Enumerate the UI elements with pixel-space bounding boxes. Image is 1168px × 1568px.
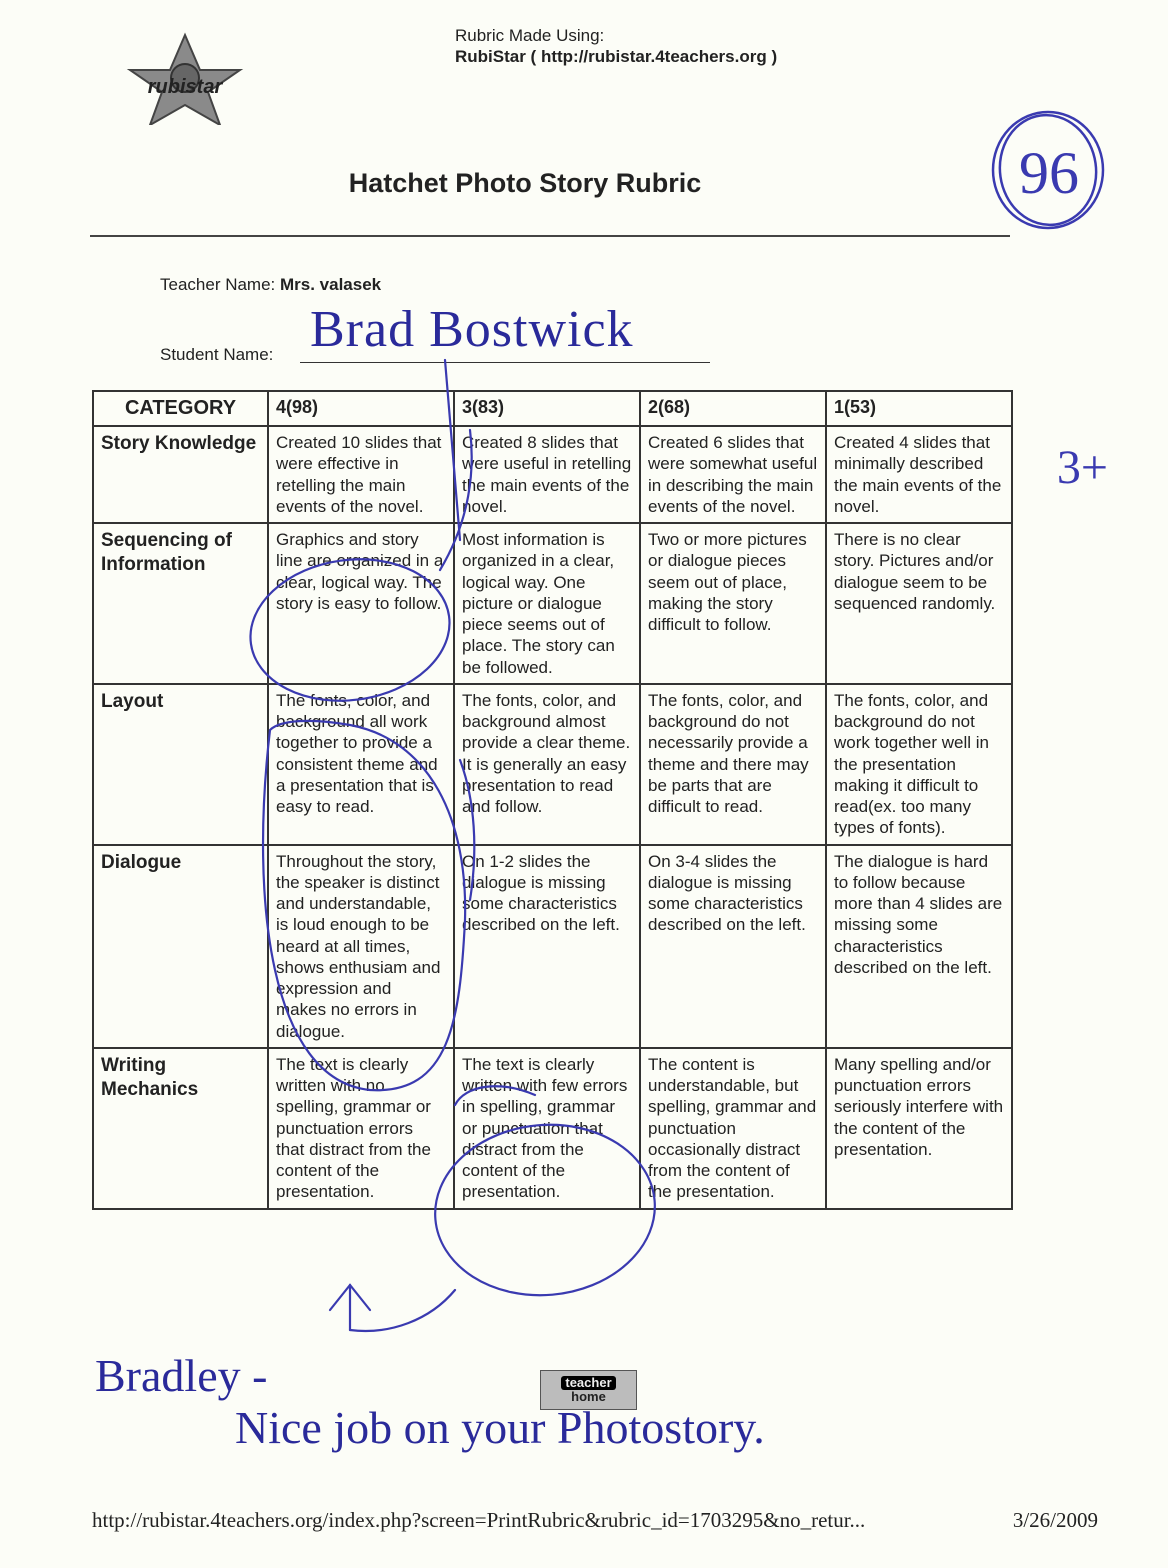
cell: The text is clearly written with no spel… [268,1048,454,1209]
cell: The text is clearly written with few err… [454,1048,640,1209]
logo-text: rubistar [148,76,224,98]
grade-circle: 96 [983,105,1113,235]
teacher-name: Teacher Name: Mrs. valasek [160,275,381,295]
cell: Most information is organized in a clear… [454,523,640,684]
cell: Throughout the story, the speaker is dis… [268,845,454,1048]
rubistar-logo: rubistar [115,30,255,125]
made-using: Rubric Made Using: RubiStar ( http://rub… [455,25,777,68]
cat-dialogue: Dialogue [93,845,268,1048]
cell: The fonts, color, and background all wor… [268,684,454,845]
cell: On 1-2 slides the dialogue is missing so… [454,845,640,1048]
footer-url: http://rubistar.4teachers.org/index.php?… [92,1508,865,1533]
student-line [300,362,710,363]
teacher-name-value: Mrs. valasek [280,275,381,294]
cell: Many spelling and/or punctuation errors … [826,1048,1012,1209]
header-1: 1(53) [826,391,1012,426]
cat-story-knowledge: Story Knowledge [93,426,268,523]
divider [90,235,1010,237]
teacher-label: Teacher Name: [160,275,280,294]
made-using-line1: Rubric Made Using: [455,25,777,46]
header-4: 4(98) [268,391,454,426]
rubric-table: CATEGORY 4(98) 3(83) 2(68) 1(53) Story K… [92,390,1013,1210]
cell: Created 8 slides that were useful in ret… [454,426,640,523]
cat-layout: Layout [93,684,268,845]
cell: The fonts, color, and background almost … [454,684,640,845]
made-using-line2: RubiStar ( http://rubistar.4teachers.org… [455,46,777,67]
student-label: Student Name: [160,345,273,365]
table-header-row: CATEGORY 4(98) 3(83) 2(68) 1(53) [93,391,1012,426]
side-mark: 3+ [1057,440,1108,495]
header-3: 3(83) [454,391,640,426]
cell: Created 4 slides that minimally describe… [826,426,1012,523]
table-row: Sequencing of Information Graphics and s… [93,523,1012,684]
cell: The dialogue is hard to follow because m… [826,845,1012,1048]
cell: Created 10 slides that were effective in… [268,426,454,523]
note-line2: Nice job on your Photostory. [235,1402,765,1455]
teacher-home-l2: home [571,1390,606,1404]
cell: Created 6 slides that were somewhat usef… [640,426,826,523]
cell: Graphics and story line are organized in… [268,523,454,684]
cell: On 3-4 slides the dialogue is missing so… [640,845,826,1048]
cell: Two or more pictures or dialogue pieces … [640,523,826,684]
page-title: Hatchet Photo Story Rubric [0,168,1050,199]
cell: The fonts, color, and background do not … [640,684,826,845]
teacher-home-badge: teacher home [540,1370,637,1410]
grade-value: 96 [1019,140,1079,206]
teacher-home-l1: teacher [561,1376,615,1390]
page: rubistar Rubric Made Using: RubiStar ( h… [0,0,1168,1568]
cat-writing-mechanics: Writing Mechanics [93,1048,268,1209]
cell: The fonts, color, and background do not … [826,684,1012,845]
header-category: CATEGORY [93,391,268,426]
table-row: Dialogue Throughout the story, the speak… [93,845,1012,1048]
header-2: 2(68) [640,391,826,426]
cat-sequencing: Sequencing of Information [93,523,268,684]
table-row: Story Knowledge Created 10 slides that w… [93,426,1012,523]
student-name-handwritten: Brad Bostwick [310,300,634,359]
table-row: Layout The fonts, color, and background … [93,684,1012,845]
cell: The content is understandable, but spell… [640,1048,826,1209]
footer-date: 3/26/2009 [1013,1508,1098,1533]
cell: There is no clear story. Pictures and/or… [826,523,1012,684]
table-row: Writing Mechanics The text is clearly wr… [93,1048,1012,1209]
